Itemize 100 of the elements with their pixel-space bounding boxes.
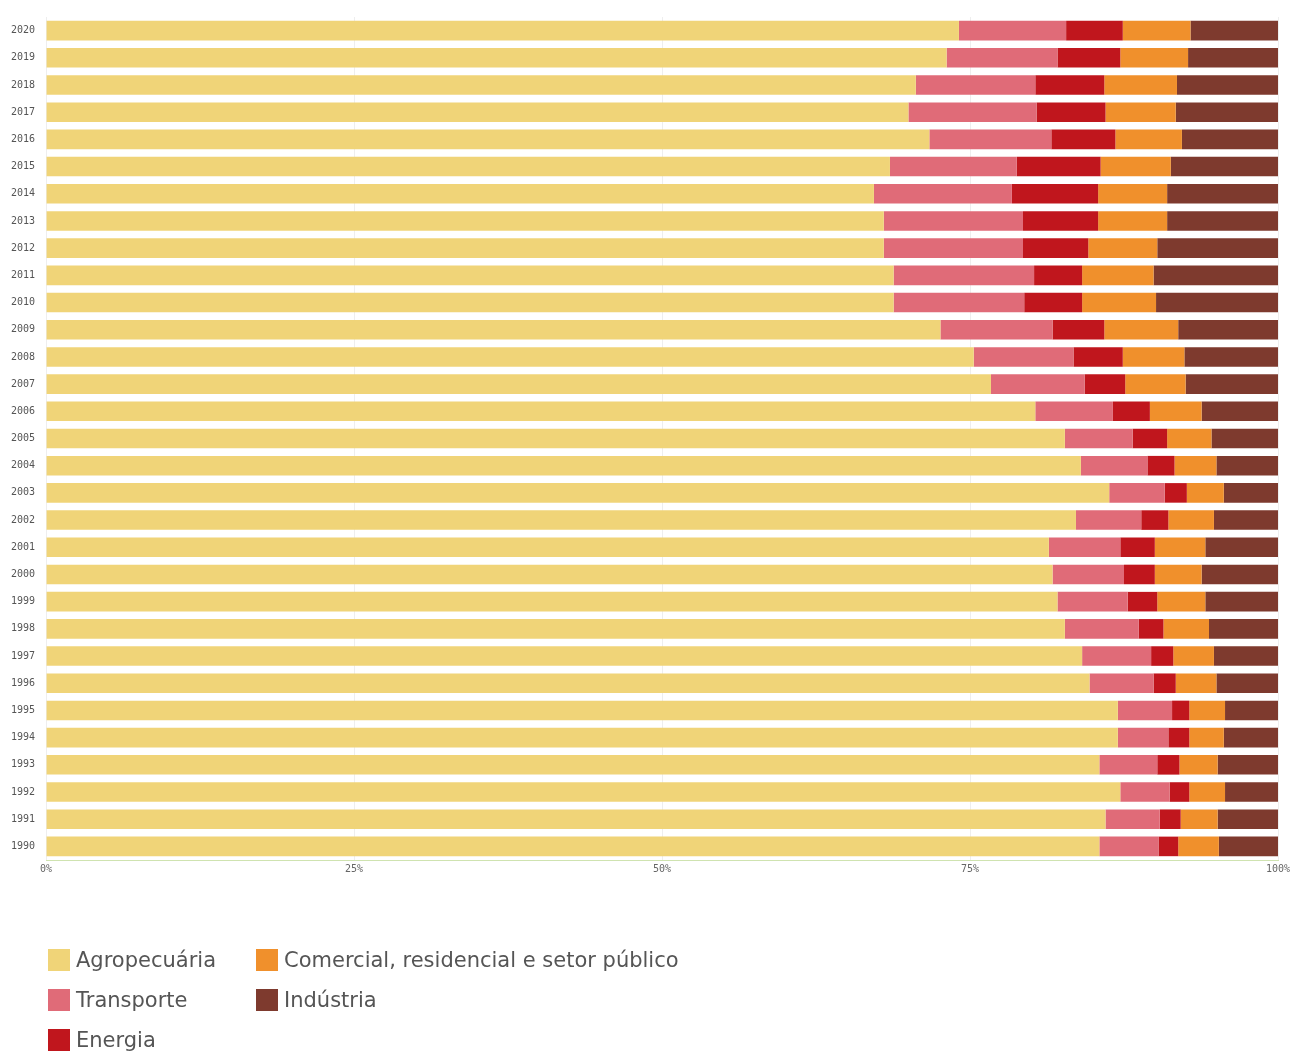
bar (46, 319, 941, 340)
bar (1168, 510, 1214, 530)
y-tick-label: 1999 (10, 595, 36, 607)
y-tick-label: 1994 (10, 731, 36, 743)
bar (1080, 455, 1148, 476)
bar (1112, 401, 1150, 422)
bar (873, 183, 1012, 204)
bar (1073, 347, 1123, 367)
y-tick-label: 1998 (10, 622, 36, 634)
bar (46, 292, 894, 313)
legend-label: Comercial, residencial e setor público (284, 948, 679, 972)
bar (1153, 265, 1278, 286)
bar (1057, 48, 1121, 68)
bar (1132, 428, 1168, 449)
bar (1176, 75, 1278, 95)
bar (1181, 129, 1278, 150)
y-tick-label: 2010 (10, 296, 36, 308)
bar (46, 48, 947, 68)
bar (1024, 292, 1083, 313)
bar (1218, 836, 1278, 857)
y-tick-label: 2012 (10, 241, 36, 253)
bar (1051, 129, 1116, 150)
bar (46, 537, 1049, 558)
bar (1223, 727, 1278, 748)
bar (1104, 319, 1179, 340)
bar (973, 347, 1074, 367)
bar (1011, 183, 1099, 204)
bar (46, 727, 1118, 748)
bar (1225, 782, 1278, 802)
bar (1205, 591, 1278, 612)
bar (1190, 20, 1278, 41)
y-tick-label: 2002 (10, 513, 36, 525)
y-tick-label: 2009 (10, 323, 36, 335)
bar (1167, 183, 1278, 204)
legend-label: Indústria (284, 988, 377, 1012)
bar (929, 129, 1052, 150)
y-tick-label: 1992 (10, 785, 36, 797)
bar (1141, 510, 1169, 530)
bar (1225, 700, 1278, 721)
bar (46, 646, 1083, 666)
bar (1153, 673, 1176, 694)
bar (1189, 727, 1224, 748)
bar (1122, 347, 1185, 367)
bar (1034, 265, 1083, 286)
bar (1180, 809, 1218, 829)
y-tick-label: 2008 (10, 350, 36, 362)
bar (1184, 347, 1278, 367)
bar (1216, 673, 1278, 694)
bar (1213, 510, 1278, 530)
bar (46, 809, 1106, 829)
bar (1157, 238, 1278, 258)
bar (1022, 211, 1099, 231)
legend-label: Agropecuária (76, 948, 217, 972)
bar (893, 265, 1035, 286)
bar (1223, 483, 1278, 503)
x-tick-label: 50% (653, 862, 672, 874)
bar (1127, 591, 1158, 612)
x-tick-label: 100% (1265, 862, 1291, 874)
bar (1209, 619, 1278, 639)
bar (1122, 20, 1191, 41)
bar (1147, 455, 1175, 476)
bar (46, 183, 874, 204)
bar (1084, 374, 1126, 394)
bar (1016, 156, 1101, 177)
bar (883, 211, 1023, 231)
y-tick-label: 1996 (10, 676, 36, 688)
bar (46, 102, 909, 122)
x-tick-label: 25% (345, 862, 364, 874)
bar (46, 755, 1100, 775)
bar (1217, 755, 1278, 775)
bar (1100, 156, 1171, 177)
legend-label: Energia (76, 1028, 156, 1052)
bar (1099, 836, 1159, 857)
bar (1175, 102, 1278, 122)
bar (46, 211, 884, 231)
bar (946, 48, 1058, 68)
bar (1082, 265, 1154, 286)
y-tick-label: 2007 (10, 377, 36, 389)
bar (1120, 537, 1155, 558)
bar (908, 102, 1037, 122)
bar (46, 700, 1118, 721)
bar (1125, 374, 1186, 394)
x-tick-label: 0% (40, 862, 53, 874)
bar (1151, 646, 1174, 666)
bar (46, 75, 916, 95)
bar (1173, 646, 1214, 666)
bar (1082, 292, 1157, 313)
bar (1201, 401, 1278, 422)
bar (1052, 564, 1125, 585)
bar (889, 156, 1017, 177)
y-tick-label: 2005 (10, 432, 36, 444)
y-tick-label: 2016 (10, 132, 36, 144)
y-tick-label: 2018 (10, 78, 36, 90)
bar (1120, 48, 1189, 68)
bar (1178, 319, 1278, 340)
bar (46, 619, 1065, 639)
y-tick-label: 2011 (10, 268, 36, 280)
bar (1120, 782, 1170, 802)
bar (1164, 483, 1187, 503)
bar (46, 782, 1121, 802)
